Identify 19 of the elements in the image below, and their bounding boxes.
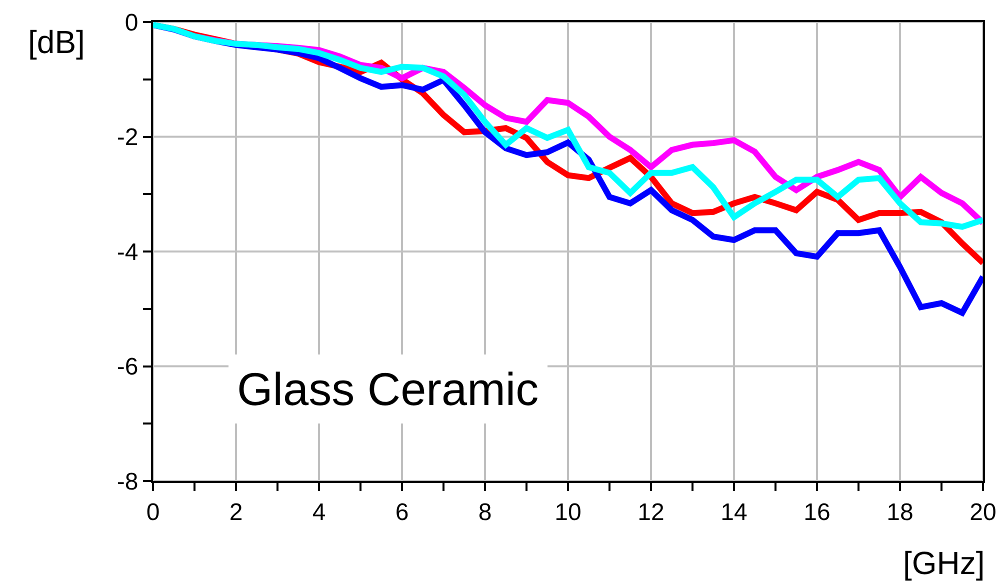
x-tick-label: 2 [229, 498, 243, 526]
x-tick-label: 6 [395, 498, 409, 526]
y-tick-label: -4 [116, 238, 138, 266]
x-tick-label: 18 [886, 498, 914, 526]
y-tick-label: -6 [116, 354, 138, 381]
x-tick-label: 20 [970, 498, 996, 526]
x-tick-label: 10 [554, 498, 582, 526]
x-tick-label: 16 [804, 498, 830, 526]
x-tick-label: 12 [638, 498, 664, 526]
y-tick-label: 0 [124, 9, 138, 36]
x-tick-label: 0 [146, 498, 160, 526]
y-axis-title: [dB] [28, 24, 85, 60]
y-tick-label: -8 [116, 468, 138, 496]
x-tick-label: 8 [478, 498, 492, 526]
x-tick-label: 14 [720, 498, 748, 526]
x-axis-title: [GHz] [903, 545, 985, 581]
y-tick-label: -2 [116, 124, 138, 152]
x-tick-label: 4 [312, 498, 326, 526]
annotation: Glass Ceramic [237, 363, 539, 415]
